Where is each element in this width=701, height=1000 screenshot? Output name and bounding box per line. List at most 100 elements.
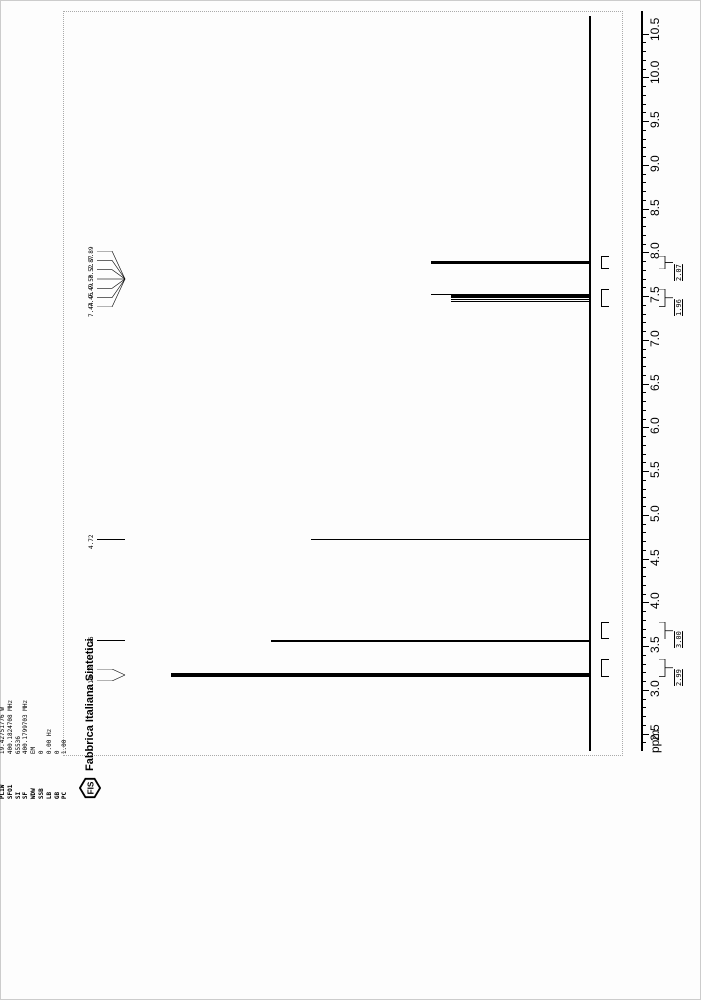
axis-minor-tick	[641, 235, 646, 236]
spectrum-peak	[451, 296, 591, 298]
axis-minor-tick	[641, 462, 646, 463]
axis-minor-tick	[641, 567, 646, 568]
axis-minor-tick	[641, 156, 646, 157]
spectrum-peak	[451, 301, 591, 303]
meta-row: SFO1400.1824708 MHz	[7, 696, 15, 799]
axis-minor-tick	[641, 200, 646, 201]
peak-ppm-label: 3.16	[88, 676, 95, 690]
fis-logo-icon: FIS	[79, 777, 101, 799]
axis-minor-tick	[641, 489, 646, 490]
axis-tick-label: 9.0	[648, 155, 662, 172]
integral-bracket	[601, 256, 609, 269]
axis-minor-tick	[641, 279, 646, 280]
peak-tree-icon	[97, 669, 127, 681]
meta-row: PC1.00	[61, 696, 69, 799]
axis-minor-tick	[641, 104, 646, 105]
integral-bracket	[601, 622, 609, 640]
meta-row: SF400.1799703 MHz	[22, 696, 30, 799]
axis-tick-label: 4.5	[648, 549, 662, 566]
axis-minor-tick	[641, 629, 646, 630]
axis-minor-tick	[641, 392, 646, 393]
axis-minor-tick	[641, 51, 646, 52]
axis-tick-label: 9.5	[648, 111, 662, 128]
axis-minor-tick	[641, 436, 646, 437]
axis-minor-tick	[641, 217, 646, 218]
axis-minor-tick	[641, 42, 646, 43]
page: FIS Fabbrica Italiana Sintetici NAMESD-0…	[0, 0, 701, 1000]
meta-row: PL1W19.42751776 W	[0, 696, 7, 799]
axis-minor-tick	[641, 454, 646, 455]
axis-minor-tick	[641, 497, 646, 498]
meta-row: GB0	[53, 696, 61, 799]
axis-tick-label: 3.0	[648, 680, 662, 697]
axis-tick-label: 10.5	[648, 17, 662, 40]
axis-title: ppm	[648, 730, 662, 753]
meta-row: SSB0	[38, 696, 46, 799]
integral-value: 2.99	[675, 669, 683, 686]
axis-minor-tick	[641, 506, 646, 507]
axis-minor-tick	[641, 305, 646, 306]
axis-minor-tick	[641, 445, 646, 446]
axis-minor-tick	[641, 270, 646, 271]
axis-minor-tick	[641, 366, 646, 367]
axis-minor-tick	[641, 314, 646, 315]
axis-minor-tick	[641, 139, 646, 140]
axis-tick-label: 10.0	[648, 61, 662, 84]
axis-minor-tick	[641, 287, 646, 288]
axis-tick-label: 5.0	[648, 505, 662, 522]
axis-minor-tick	[641, 742, 646, 743]
axis-minor-tick	[641, 681, 646, 682]
axis-minor-tick	[641, 244, 646, 245]
spectrum-peak	[431, 263, 591, 265]
axis-minor-tick	[641, 699, 646, 700]
axis-minor-tick	[641, 182, 646, 183]
axis-minor-tick	[641, 716, 646, 717]
axis-minor-tick	[641, 375, 646, 376]
axis-minor-tick	[641, 541, 646, 542]
axis-minor-tick	[641, 410, 646, 411]
peak-tree-line	[97, 539, 125, 540]
axis-minor-tick	[641, 707, 646, 708]
meta-row: LB0.00 Hz	[46, 696, 54, 799]
meta-row: WDWEM	[30, 696, 38, 799]
axis-minor-tick	[641, 664, 646, 665]
axis-minor-tick	[641, 112, 646, 113]
axis-minor-tick	[641, 419, 646, 420]
integral-connector-icon	[659, 622, 675, 640]
axis-minor-tick	[641, 585, 646, 586]
integral-connector-icon	[659, 289, 675, 307]
axis-minor-tick	[641, 637, 646, 638]
axis-minor-tick	[641, 357, 646, 358]
axis-minor-tick	[641, 576, 646, 577]
acquisition-parameters: NAMESD-087-0578-0267EXPNO1PROCNO1Date_20…	[0, 696, 69, 799]
axis-tick-label: 6.5	[648, 374, 662, 391]
axis-minor-tick	[641, 532, 646, 533]
integral-bracket	[601, 659, 609, 677]
axis-tick-label: 6.0	[648, 418, 662, 435]
meta-row: SI65536	[14, 696, 22, 799]
axis-minor-tick	[641, 620, 646, 621]
axis-tick-label: 8.5	[648, 199, 662, 216]
axis-minor-tick	[641, 349, 646, 350]
axis-tick-label: 5.5	[648, 461, 662, 478]
axis-minor-tick	[641, 191, 646, 192]
axis-minor-tick	[641, 226, 646, 227]
axis-minor-tick	[641, 261, 646, 262]
axis-minor-tick	[641, 594, 646, 595]
integral-value: 2.07	[675, 264, 683, 281]
axis-minor-tick	[641, 524, 646, 525]
brand-block: FIS Fabbrica Italiana Sintetici	[79, 638, 101, 799]
integral-connector-icon	[659, 659, 675, 677]
axis-minor-tick	[641, 725, 646, 726]
axis-minor-tick	[641, 130, 646, 131]
peak-tree-icon	[97, 251, 127, 307]
axis-tick-label: 7.0	[648, 330, 662, 347]
axis-minor-tick	[641, 401, 646, 402]
axis-minor-tick	[641, 69, 646, 70]
axis-minor-tick	[641, 480, 646, 481]
brand-text: Fabbrica Italiana Sintetici	[84, 638, 96, 771]
spectrum-peak	[271, 640, 591, 642]
peak-ppm-label: 7.44	[88, 302, 95, 316]
peak-tree-line	[97, 640, 125, 641]
axis-minor-tick	[641, 672, 646, 673]
